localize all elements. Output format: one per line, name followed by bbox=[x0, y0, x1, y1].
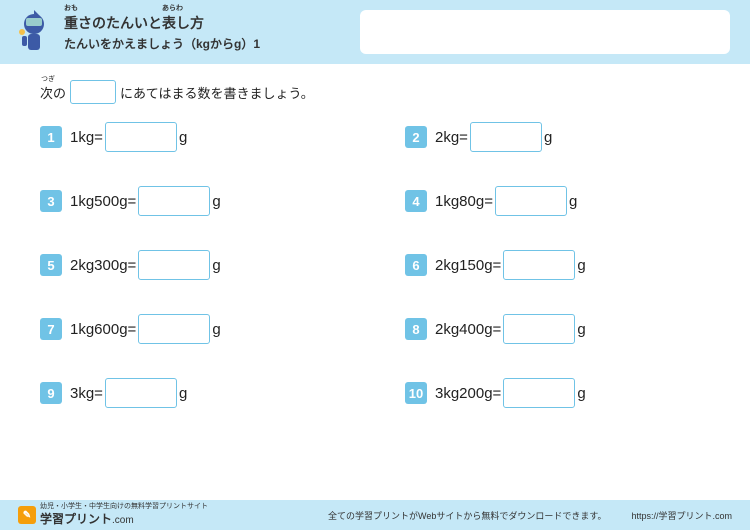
answer-box[interactable] bbox=[503, 250, 575, 280]
problems-grid: 1 1kg= g 2 2kg= g 3 1kg500g= g 4 1kg80g= g 5 2kg300g=… bbox=[40, 122, 710, 408]
header: おも重さのたんいとあらわ表し方 たんいをかえましょう（kgからg）1 bbox=[0, 0, 750, 64]
footer-url: https://学習プリント.com bbox=[631, 509, 732, 522]
problem-4: 4 1kg80g= g bbox=[405, 186, 710, 216]
problem-expression: 3kg200g= bbox=[435, 385, 501, 402]
problem-10: 10 3kg200g= g bbox=[405, 378, 710, 408]
answer-box[interactable] bbox=[470, 122, 542, 152]
name-input-box[interactable] bbox=[360, 10, 730, 54]
problem-expression: 2kg300g= bbox=[70, 257, 136, 274]
footer-center-text: 全ての学習プリントがWebサイトから無料でダウンロードできます。 bbox=[328, 509, 606, 522]
problem-expression: 1kg600g= bbox=[70, 321, 136, 338]
unit-label: g bbox=[212, 321, 220, 338]
problem-number-badge: 8 bbox=[405, 318, 427, 340]
problem-number-badge: 9 bbox=[40, 382, 62, 404]
problem-expression: 2kg= bbox=[435, 129, 468, 146]
problem-number-badge: 2 bbox=[405, 126, 427, 148]
problem-2: 2 2kg= g bbox=[405, 122, 710, 152]
problem-expression: 2kg400g= bbox=[435, 321, 501, 338]
problem-expression: 3kg= bbox=[70, 385, 103, 402]
unit-label: g bbox=[212, 257, 220, 274]
unit-label: g bbox=[544, 129, 552, 146]
answer-box[interactable] bbox=[495, 186, 567, 216]
problem-5: 5 2kg300g= g bbox=[40, 250, 345, 280]
problem-7: 7 1kg600g= g bbox=[40, 314, 345, 344]
unit-label: g bbox=[179, 385, 187, 402]
answer-box[interactable] bbox=[503, 378, 575, 408]
problem-3: 3 1kg500g= g bbox=[40, 186, 345, 216]
answer-box[interactable] bbox=[138, 186, 210, 216]
problem-1: 1 1kg= g bbox=[40, 122, 345, 152]
answer-box[interactable] bbox=[503, 314, 575, 344]
problem-number-badge: 7 bbox=[40, 318, 62, 340]
unit-label: g bbox=[577, 385, 585, 402]
answer-box[interactable] bbox=[105, 378, 177, 408]
unit-label: g bbox=[569, 193, 577, 210]
unit-label: g bbox=[179, 129, 187, 146]
footer: ✎ 幼児・小学生・中学生向けの無料学習プリントサイト 学習プリント.com 全て… bbox=[0, 500, 750, 530]
problem-number-badge: 5 bbox=[40, 254, 62, 276]
problem-expression: 1kg80g= bbox=[435, 193, 493, 210]
answer-box[interactable] bbox=[138, 314, 210, 344]
answer-box[interactable] bbox=[105, 122, 177, 152]
unit-label: g bbox=[577, 321, 585, 338]
problem-expression: 2kg150g= bbox=[435, 257, 501, 274]
problem-number-badge: 10 bbox=[405, 382, 427, 404]
footer-tagline: 幼児・小学生・中学生向けの無料学習プリントサイト bbox=[40, 503, 208, 510]
instruction-blank bbox=[70, 80, 116, 104]
content: つぎ次の にあてはまる数を書きましょう。 1 1kg= g 2 2kg= g 3 1kg500… bbox=[0, 64, 750, 418]
problem-expression: 1kg= bbox=[70, 129, 103, 146]
answer-box[interactable] bbox=[138, 250, 210, 280]
title-sub: たんいをかえましょう（kgからg）1 bbox=[64, 35, 260, 52]
instruction: つぎ次の にあてはまる数を書きましょう。 bbox=[40, 80, 710, 104]
problem-6: 6 2kg150g= g bbox=[405, 250, 710, 280]
problem-number-badge: 1 bbox=[40, 126, 62, 148]
problem-number-badge: 6 bbox=[405, 254, 427, 276]
problem-number-badge: 3 bbox=[40, 190, 62, 212]
title-main: おも重さのたんいとあらわ表し方 bbox=[64, 13, 260, 33]
footer-brand: 学習プリント bbox=[40, 512, 112, 526]
mascot-icon bbox=[12, 8, 56, 56]
footer-logo: ✎ 幼児・小学生・中学生向けの無料学習プリントサイト 学習プリント.com bbox=[18, 503, 208, 527]
problem-9: 9 3kg= g bbox=[40, 378, 345, 408]
unit-label: g bbox=[577, 257, 585, 274]
problem-number-badge: 4 bbox=[405, 190, 427, 212]
titles: おも重さのたんいとあらわ表し方 たんいをかえましょう（kgからg）1 bbox=[64, 13, 260, 52]
problem-expression: 1kg500g= bbox=[70, 193, 136, 210]
logo-icon: ✎ bbox=[18, 506, 36, 524]
unit-label: g bbox=[212, 193, 220, 210]
problem-8: 8 2kg400g= g bbox=[405, 314, 710, 344]
